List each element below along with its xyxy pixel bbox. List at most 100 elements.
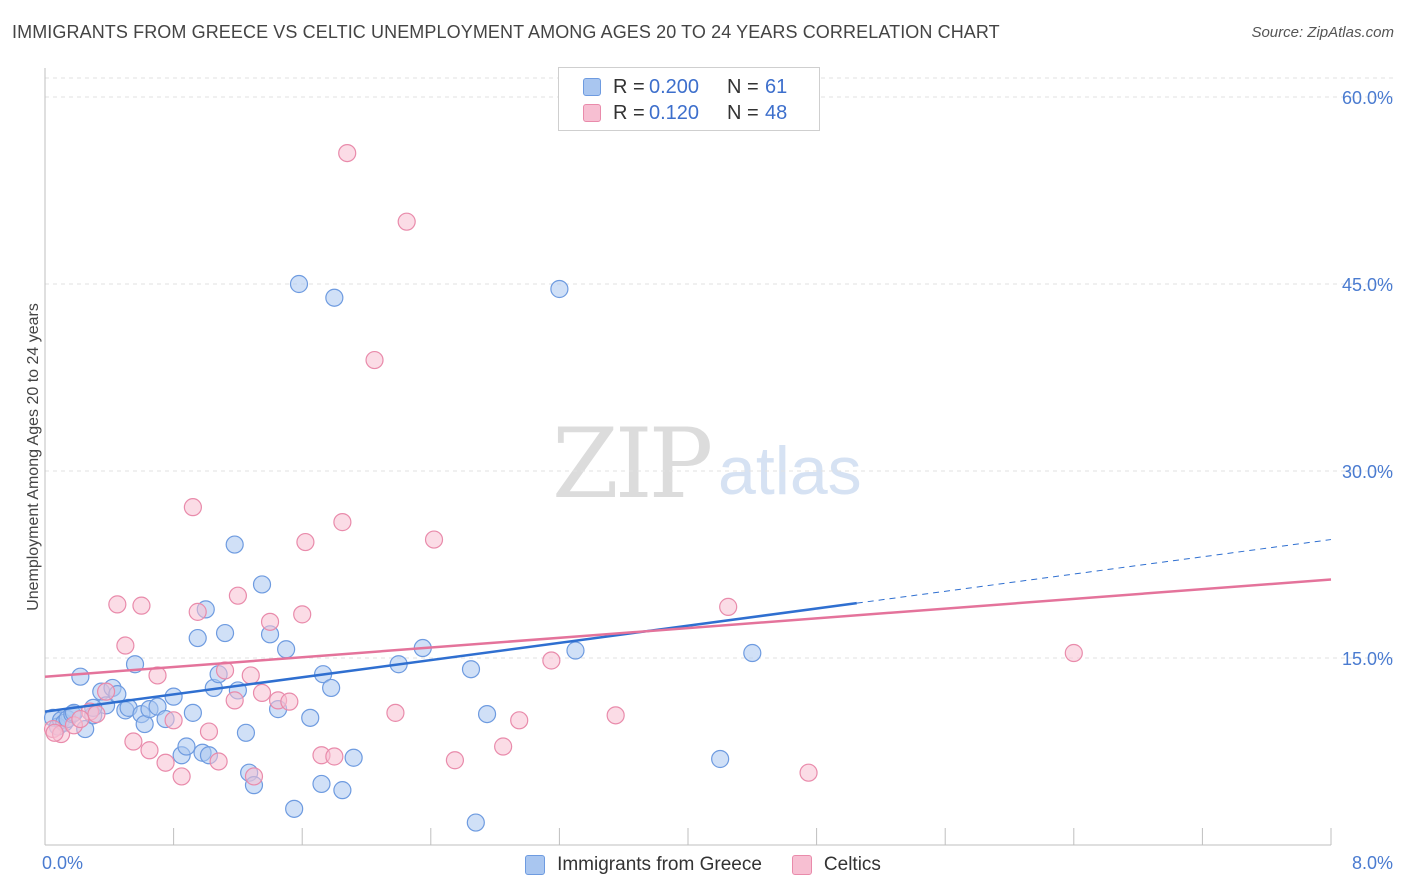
celtics-point xyxy=(494,737,513,756)
legend-n-value: 48 xyxy=(765,101,788,124)
legend-r-value: 0.120 xyxy=(649,101,700,124)
celtics-point xyxy=(124,732,143,751)
greece-point xyxy=(325,288,344,307)
greece-point xyxy=(322,678,341,698)
greece-point xyxy=(71,667,90,686)
legend-r-label: R = xyxy=(613,101,645,124)
legend-item-greece[interactable]: Immigrants from Greece xyxy=(525,854,762,876)
celtics-point xyxy=(293,605,312,624)
greece-point xyxy=(277,640,296,659)
greece-point xyxy=(333,781,352,800)
chart-title: IMMIGRANTS FROM GREECE VS CELTIC UNEMPLO… xyxy=(12,22,1000,42)
celtics-point xyxy=(241,666,260,685)
celtics-point xyxy=(333,513,352,532)
axes xyxy=(44,68,1331,846)
y-tick-label: 15.0% xyxy=(1342,649,1393,669)
greece-point xyxy=(252,575,272,594)
watermark-zip: ZIP xyxy=(552,408,713,520)
celtics-point xyxy=(606,706,625,725)
greece-point xyxy=(743,643,762,663)
celtics-point xyxy=(199,722,219,741)
greece-point xyxy=(477,704,497,724)
celtics-point xyxy=(510,711,529,730)
celtics-point xyxy=(365,350,384,370)
legend-label-greece: Immigrants from Greece xyxy=(557,854,762,875)
celtics-point xyxy=(132,596,151,615)
legend-item-celtics[interactable]: Celtics xyxy=(791,854,881,876)
celtics-point xyxy=(87,704,106,724)
legend-n-label: N = xyxy=(727,101,759,124)
legend-swatch-celtics xyxy=(583,104,601,122)
celtics-point xyxy=(71,709,90,729)
celtics-point xyxy=(386,703,405,722)
celtics-point xyxy=(719,597,738,616)
celtics-point xyxy=(108,595,127,614)
y-axis-label: Unemployment Among Ages 20 to 24 years xyxy=(25,303,42,611)
greece-point xyxy=(236,723,256,742)
greece-point xyxy=(285,799,304,818)
celtics-point xyxy=(164,711,183,730)
legend-r-label: R = xyxy=(613,75,645,98)
greece-point xyxy=(177,737,196,756)
greece-point xyxy=(215,623,235,643)
legend-swatch-greece xyxy=(525,855,546,875)
greece-point xyxy=(188,628,207,648)
celtics-point xyxy=(188,602,207,621)
legend-n-label: N = xyxy=(727,75,759,98)
series-legend: Immigrants from Greece Celtics xyxy=(0,852,1406,878)
greece-trend-line xyxy=(44,601,857,713)
celtics-point xyxy=(244,767,264,786)
celtics-point xyxy=(296,532,315,552)
celtics-point xyxy=(424,530,444,549)
celtics-point xyxy=(45,723,64,742)
data-points xyxy=(43,144,1083,832)
celtics-point xyxy=(338,144,357,163)
celtics-point xyxy=(542,651,561,670)
greece-point xyxy=(312,774,331,794)
legend-swatch-greece xyxy=(583,78,601,96)
x-tick-label-max: 8.0% xyxy=(1352,853,1393,873)
greece-trend-line-extension xyxy=(856,539,1332,604)
greece-point xyxy=(550,279,569,299)
greece-point xyxy=(566,641,585,660)
celtics-trend-line xyxy=(44,578,1332,678)
legend-r-value: 0.200 xyxy=(649,75,700,98)
y-tick-labels: 15.0% 30.0% 45.0% 60.0% xyxy=(1342,88,1393,669)
greece-point xyxy=(466,813,485,832)
celtics-point xyxy=(397,212,416,231)
celtics-point xyxy=(445,751,465,770)
grid-lines xyxy=(45,77,1393,659)
celtics-point xyxy=(183,498,202,517)
celtics-point xyxy=(172,767,191,786)
celtics-point xyxy=(799,763,818,782)
legend-row-celtics: R = 0.120 N = 48 xyxy=(583,101,787,125)
greece-point xyxy=(164,687,183,706)
celtics-point xyxy=(260,612,280,631)
celtics-point xyxy=(209,752,228,771)
y-tick-label: 45.0% xyxy=(1342,275,1393,295)
legend-label-celtics: Celtics xyxy=(823,854,881,875)
greece-point xyxy=(289,274,309,294)
celtics-point xyxy=(228,586,247,605)
greece-point xyxy=(461,660,481,679)
legend-swatch-celtics xyxy=(791,855,812,875)
celtics-point xyxy=(225,691,244,710)
y-tick-label: 30.0% xyxy=(1342,462,1393,482)
celtics-point xyxy=(325,747,344,766)
celtics-point xyxy=(116,636,135,655)
stats-legend: R = 0.200 N = 61 R = 0.120 N = 48 xyxy=(558,67,820,131)
celtics-point xyxy=(280,692,299,711)
source-label: Source: ZipAtlas.com xyxy=(1251,24,1394,41)
x-ticks xyxy=(44,828,1332,845)
legend-n-value: 61 xyxy=(765,75,788,98)
y-tick-label: 60.0% xyxy=(1342,88,1393,108)
x-tick-label-min: 0.0% xyxy=(42,853,83,873)
trend-lines xyxy=(44,539,1332,713)
greece-point xyxy=(301,708,320,727)
greece-point xyxy=(711,749,730,769)
celtics-point xyxy=(96,682,116,701)
celtics-point xyxy=(252,683,272,703)
greece-point xyxy=(183,703,202,722)
legend-row-greece: R = 0.200 N = 61 xyxy=(583,75,787,99)
